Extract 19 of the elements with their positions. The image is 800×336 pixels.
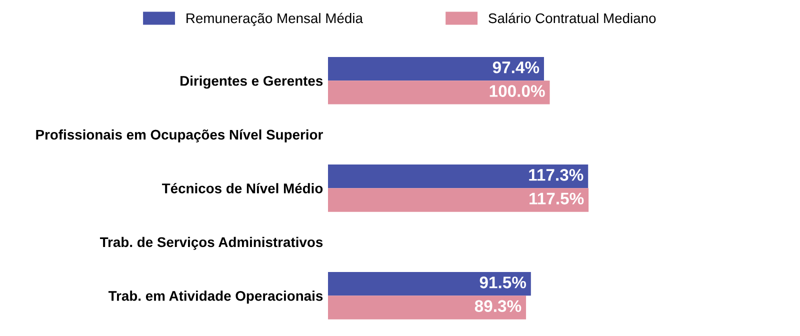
y-tick-label: Técnicos de Nível Médio: [162, 183, 323, 194]
y-tick-label: Profissionais em Ocupações Nível Superior: [36, 129, 323, 142]
data-label: 97.4%: [492, 61, 540, 74]
bar: [328, 80, 550, 104]
y-tick-label: Trab. em Atividade Operacionais: [108, 290, 323, 304]
data-label: 117.3%: [529, 169, 584, 181]
data-label: 117.5%: [530, 192, 584, 204]
data-label: 91.5%: [480, 276, 526, 288]
y-tick-label: Trab. de Serviços Administrativos: [100, 236, 323, 250]
bar: [328, 164, 588, 188]
data-label: 100.0%: [490, 85, 545, 97]
bar: [328, 188, 589, 212]
bar: [328, 272, 531, 296]
data-label: 89.3%: [474, 300, 522, 312]
bar: [328, 56, 544, 81]
y-tick-label: Dirigentes e Gerentes: [180, 76, 323, 89]
legend-label: Salário Contratual Mediano: [488, 12, 656, 24]
legend-label: Remuneração Mensal Média: [186, 12, 363, 26]
bar: [328, 296, 526, 320]
